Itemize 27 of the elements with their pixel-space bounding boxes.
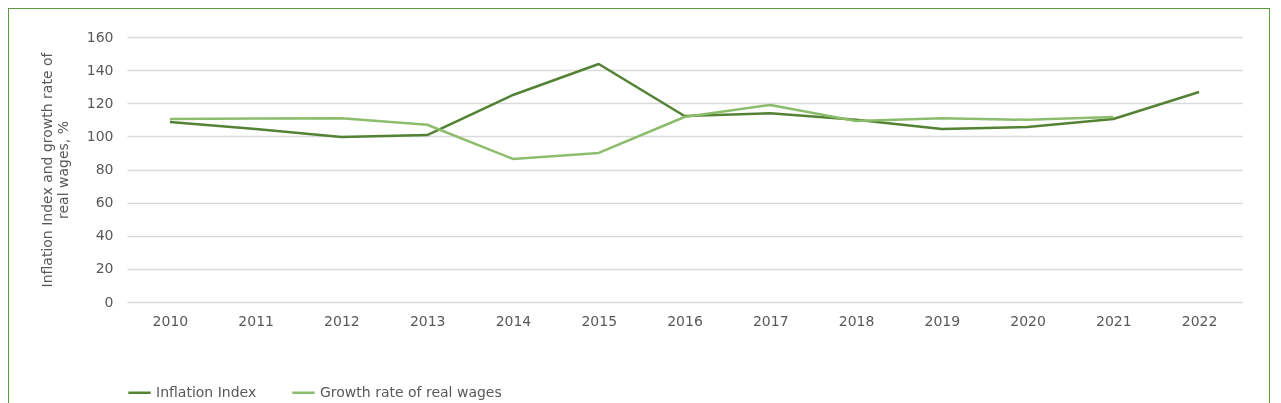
x-tick-label: 2017 (752, 312, 789, 329)
x-tick-label: 2014 (495, 312, 532, 329)
x-tick-label: 2011 (238, 312, 274, 329)
x-tick-label: 2015 (581, 312, 618, 329)
x-tick-label: 2020 (1010, 312, 1046, 329)
legend-label: Inflation Index (156, 383, 257, 400)
y-tick-label: 0 (104, 293, 114, 310)
y-tick-label: 40 (95, 227, 114, 244)
x-tick-label: 2010 (152, 312, 189, 329)
x-tick-label: 2018 (838, 312, 875, 329)
y-tick-label: 140 (86, 61, 114, 78)
x-tick-label: 2021 (1096, 312, 1132, 329)
legend-label: Growth rate of real wages (320, 383, 502, 400)
x-tick-label: 2019 (924, 312, 961, 329)
x-tick-label: 2022 (1181, 312, 1218, 329)
x-tick-label: 2016 (667, 312, 703, 329)
y-tick-label: 60 (95, 194, 114, 211)
y-axis-title: Inflation Index and growth rate of real wages, % (38, 51, 71, 288)
x-tick-label: 2012 (324, 312, 360, 329)
y-tick-label: 20 (95, 260, 114, 277)
line-series (168, 62, 1201, 139)
y-tick-label: 100 (86, 127, 114, 144)
y-tick-label: 80 (95, 161, 114, 177)
x-tick-label: 2013 (409, 312, 446, 329)
y-tick-label: 120 (86, 94, 114, 111)
line-series (168, 103, 1115, 161)
y-tick-label: 160 (86, 28, 114, 45)
